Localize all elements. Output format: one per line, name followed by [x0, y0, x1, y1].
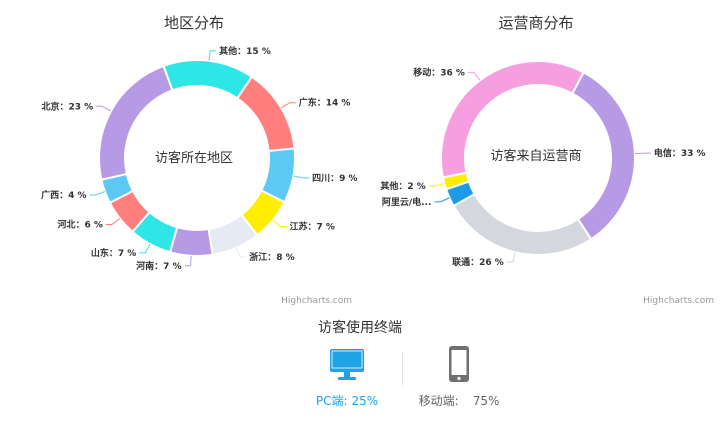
region-slice[interactable]: [98, 64, 174, 181]
region-connector: [272, 219, 287, 228]
region-connector: [96, 105, 112, 112]
carrier-slice-label: 联通：26 %: [452, 256, 504, 268]
carrier-slice-label: 阿里云/电...: [382, 196, 432, 208]
region-connector: [208, 50, 217, 61]
device-pc-label: PC端:: [315, 394, 348, 408]
monitor-icon: [330, 349, 364, 380]
region-slice-label: 山东：7 %: [91, 247, 136, 259]
carrier-connector: [434, 197, 450, 203]
device-separator: [402, 352, 403, 386]
region-slice[interactable]: [235, 75, 296, 153]
region-slice[interactable]: [162, 59, 254, 100]
carrier-slice[interactable]: [440, 60, 585, 179]
region-connector: [184, 255, 192, 267]
carrier-chart-title: 运营商分布: [498, 14, 573, 32]
device-mobile: 移动端: 75%: [404, 344, 514, 409]
region-slice-label: 北京：23 %: [41, 100, 93, 112]
carrier-slice[interactable]: [452, 192, 593, 256]
region-connector: [139, 243, 151, 254]
region-credit[interactable]: Highcharts.com: [281, 296, 352, 306]
region-slice-label: 江苏：7 %: [289, 221, 334, 233]
carrier-center-label: 访客来自运营商: [490, 148, 581, 164]
carrier-slice[interactable]: [570, 71, 636, 241]
region-connector: [280, 102, 296, 109]
region-connector: [105, 217, 121, 225]
devices-title: 访客使用终端: [318, 320, 402, 336]
phone-icon: [449, 346, 469, 382]
carrier-distribution-chart: 运营商分布 电信：33 % 联通：26 % 阿里云/电... 其他：2 % 移动：36 …: [380, 14, 714, 306]
carrier-slice-label: 移动：36 %: [413, 66, 465, 78]
device-pc: PC端: 25%: [292, 344, 402, 409]
region-slice-label: 四川：9 %: [312, 173, 357, 184]
device-mobile-label: 移动端:: [418, 394, 459, 408]
region-slice-label: 广西：4 %: [41, 189, 86, 201]
carrier-credit[interactable]: Highcharts.com: [643, 296, 714, 306]
carrier-connector: [467, 71, 481, 81]
carrier-connector: [506, 252, 516, 263]
carrier-slice-label: 其他：2 %: [380, 180, 425, 192]
carrier-slice-label: 电信：33 %: [654, 147, 706, 159]
region-slice-label: 广东：14 %: [299, 97, 351, 109]
region-connector: [89, 191, 106, 196]
region-connector: [235, 247, 247, 258]
device-mobile-value: 75%: [472, 394, 500, 408]
device-pc-value: 25%: [351, 394, 379, 408]
region-chart-title: 地区分布: [164, 14, 224, 32]
region-slice-label: 其他：15 %: [219, 45, 271, 57]
region-connector: [293, 175, 310, 179]
carrier-connector: [428, 182, 445, 187]
region-slice-label: 浙江：8 %: [249, 251, 294, 263]
region-slice-label: 河北：6 %: [57, 218, 102, 230]
region-distribution-chart: 地区分布 其他：15 % 广东：14 % 四川：9 % 江苏：7 % 浙江：8 % 河南：…: [41, 14, 357, 306]
region-slice-label: 河南：7 %: [136, 260, 181, 272]
region-center-label: 访客所在地区: [155, 150, 233, 166]
